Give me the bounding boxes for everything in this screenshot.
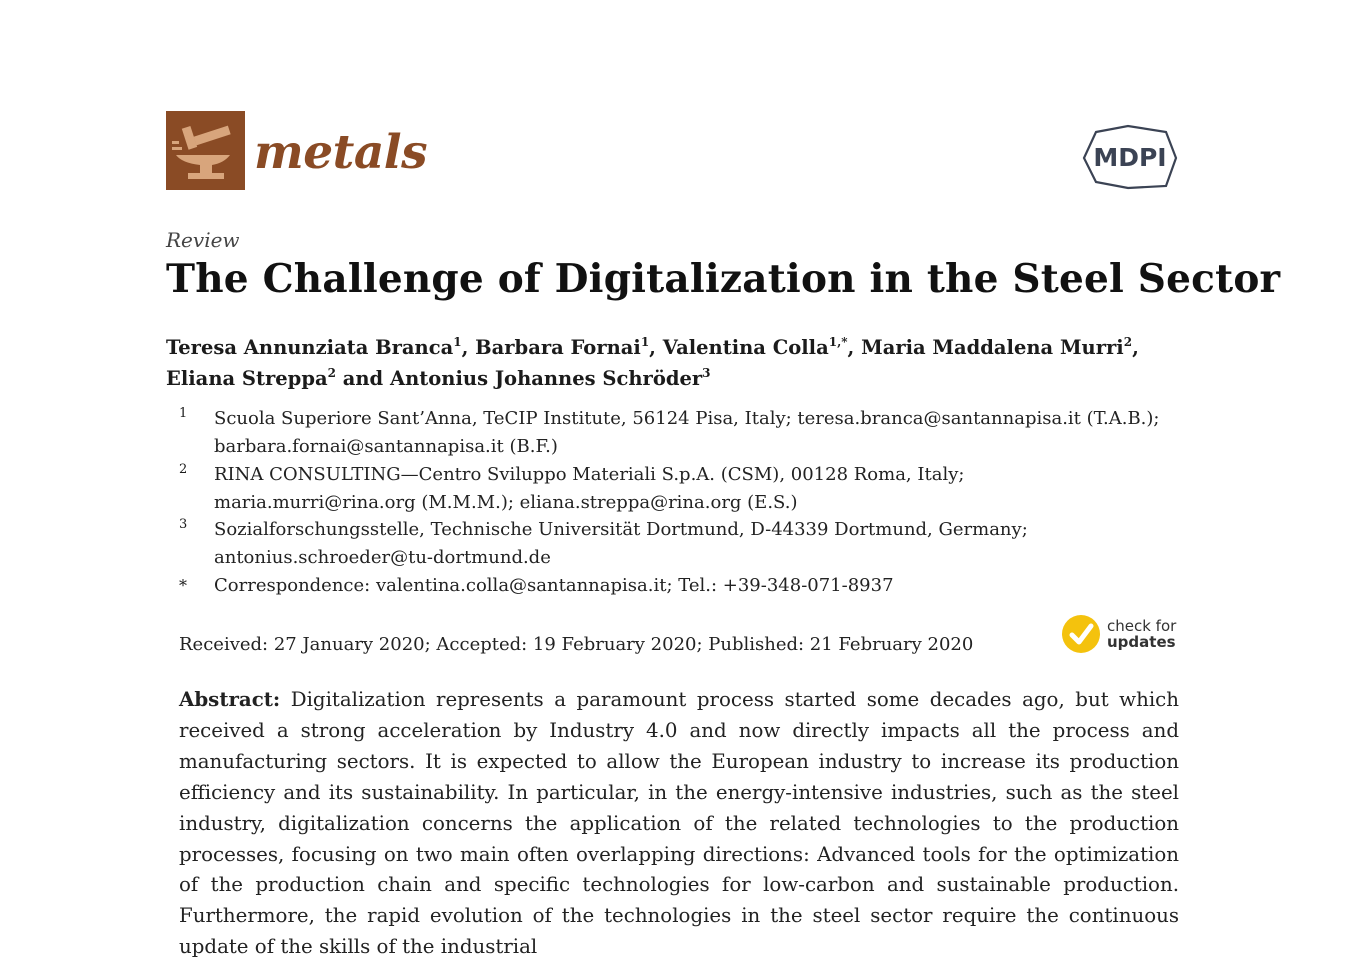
affiliation-mark: 1 [179,406,188,421]
author-separator: , [847,336,862,359]
author-name: Valentina Colla [662,336,829,359]
affiliation-line: antonius.schroeder@tu-dortmund.de [214,547,551,568]
author-name: Teresa Annunziata Branca [166,336,454,359]
affiliation-line: maria.murri@rina.org (M.M.M.); eliana.st… [214,492,798,513]
journal-name: metals [254,125,428,180]
affiliation-mark: 3 [179,517,188,532]
author-affiliation-mark: 1,* [828,335,848,349]
author-separator: , [1132,336,1139,359]
affiliation-line: Sozialforschungsstelle, Technische Unive… [214,519,1028,540]
mdpi-logo: MDPI [1082,124,1180,190]
publication-dates: Received: 27 January 2020; Accepted: 19 … [179,634,974,655]
affiliation-line: Scuola Superiore Sant’Anna, TeCIP Instit… [214,408,1160,429]
article-type: Review [166,228,240,252]
author-affiliation-mark: 1 [453,335,462,349]
author-separator: and [335,367,390,390]
check-updates-line1: check for [1107,617,1177,635]
affiliation-mark: * [179,576,187,595]
author-name: Antonius Johannes Schröder [389,367,703,390]
publisher-name: MDPI [1093,143,1166,172]
author-affiliation-mark: 2 [1123,335,1133,349]
anvil-icon [166,111,245,190]
correspondence-line: Correspondence: valentina.colla@santanna… [214,575,894,596]
author-name: Maria Maddalena Murri [861,336,1124,359]
author-name: Eliana Streppa [166,367,328,390]
affiliation-line: RINA CONSULTING—Centro Sviluppo Material… [214,464,965,485]
check-for-updates-button[interactable]: check for updates [1061,614,1176,654]
author-separator: , [461,336,476,359]
abstract-label: Abstract: [179,687,281,711]
abstract-text: Digitalization represents a paramount pr… [179,688,1179,959]
author-affiliation-mark: 3 [702,366,711,380]
affiliation-mark: 2 [179,462,188,477]
check-updates-line2: updates [1107,633,1176,651]
authors-line: Teresa Annunziata Branca1, Barbara Forna… [166,336,1139,359]
abstract: Abstract: Digitalization represents a pa… [179,684,1179,963]
article-title: The Challenge of Digitalization in the S… [166,256,1281,302]
author-affiliation-mark: 2 [327,366,336,380]
author-affiliation-mark: 1 [640,335,650,349]
author-separator: , [649,336,663,359]
journal-logo: metals [166,111,428,190]
authors-line: Eliana Streppa2 and Antonius Johannes Sc… [166,367,711,390]
author-name: Barbara Fornai [475,336,641,359]
affiliation-line: barbara.fornai@santannapisa.it (B.F.) [214,436,558,457]
check-icon [1062,615,1100,653]
